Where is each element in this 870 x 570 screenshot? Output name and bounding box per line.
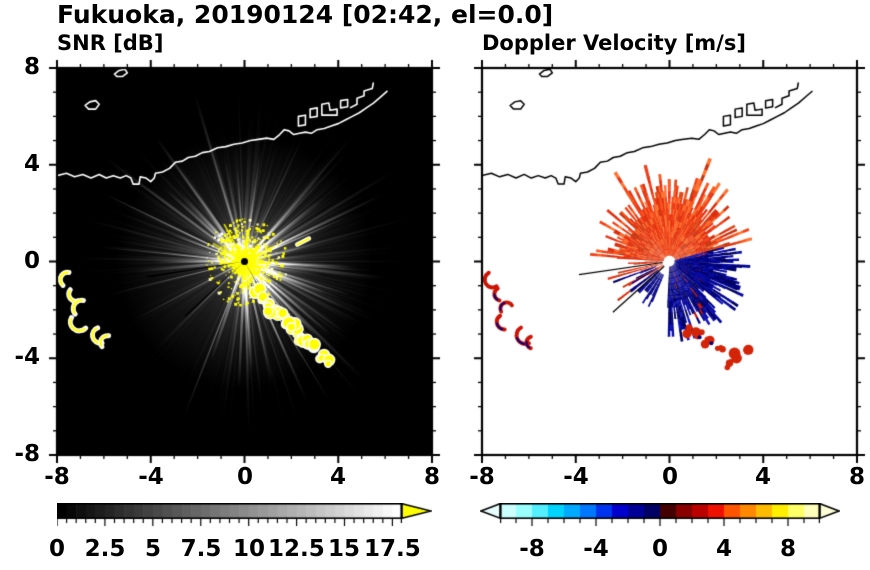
snr-panel-title: SNR [dB] <box>57 31 164 55</box>
snr-xtick-label: 4 <box>329 464 346 490</box>
snr-xtick-label: 0 <box>236 464 253 490</box>
doppler-cbar-label: -8 <box>519 536 545 562</box>
snr-cbar-label: 15 <box>327 536 360 562</box>
doppler-colorbar <box>480 503 840 529</box>
snr-ytick-label: 4 <box>23 151 40 177</box>
doppler-cbar-label: 8 <box>779 536 796 562</box>
snr-cbar-label: 5 <box>144 536 161 562</box>
snr-cbar-label: 2.5 <box>84 536 126 562</box>
snr-xtick-label: 8 <box>423 464 440 490</box>
doppler-xtick-label: 8 <box>848 464 865 490</box>
snr-cbar-label: 0 <box>48 536 65 562</box>
doppler-plot-canvas <box>470 56 869 467</box>
doppler-cbar-label: -4 <box>583 536 609 562</box>
snr-ytick-label: 0 <box>23 248 40 274</box>
snr-cbar-label: 17.5 <box>364 536 421 562</box>
snr-ytick-label: 8 <box>23 54 40 80</box>
doppler-xtick-label: 4 <box>754 464 771 490</box>
doppler-cbar-label: 4 <box>715 536 732 562</box>
doppler-panel-title: Doppler Velocity [m/s] <box>482 31 746 55</box>
snr-cbar-label: 10 <box>232 536 265 562</box>
doppler-xtick-label: -8 <box>469 464 495 490</box>
snr-cbar-label: 12.5 <box>268 536 325 562</box>
snr-plot-canvas <box>45 56 444 467</box>
doppler-xtick-label: 0 <box>661 464 678 490</box>
doppler-cbar-label: 0 <box>651 536 668 562</box>
doppler-xtick-label: -4 <box>563 464 589 490</box>
snr-cbar-label: 7.5 <box>180 536 222 562</box>
snr-ytick-label: -8 <box>14 441 40 467</box>
snr-ytick-label: -4 <box>14 344 40 370</box>
figure-title: Fukuoka, 20190124 [02:42, el=0.0] <box>57 0 554 29</box>
snr-xtick-label: -8 <box>44 464 70 490</box>
snr-colorbar <box>57 503 432 529</box>
snr-xtick-label: -4 <box>138 464 164 490</box>
